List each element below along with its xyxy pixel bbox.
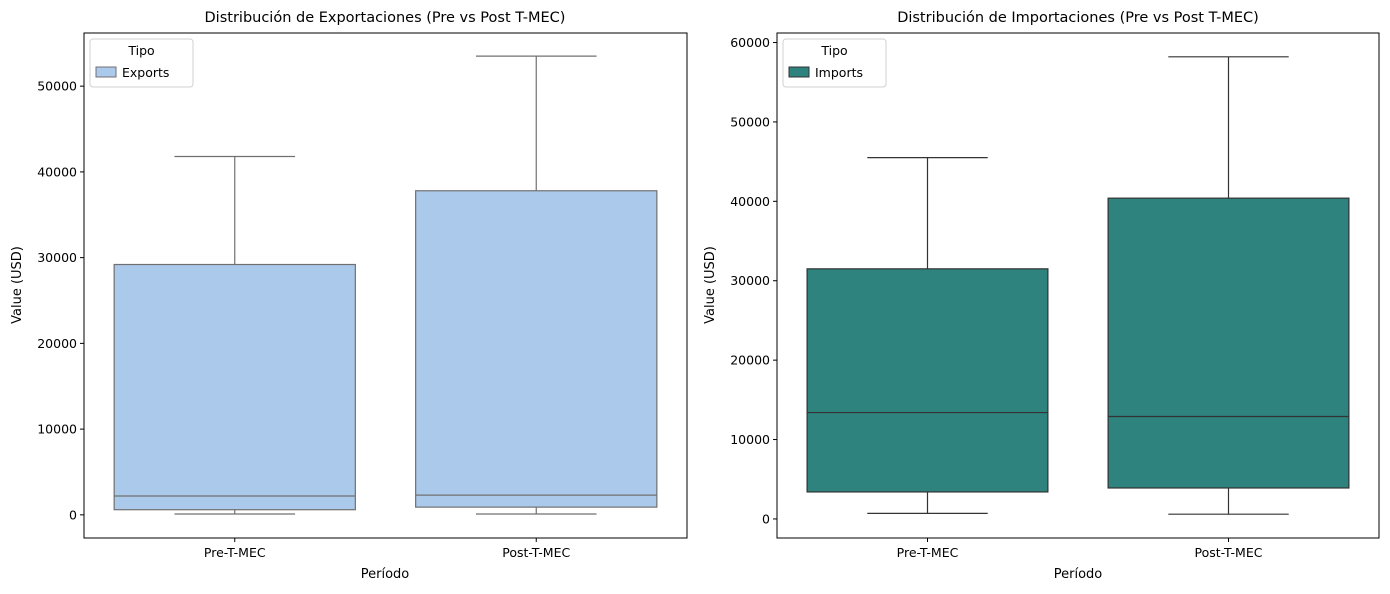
exports-panel: Distribución de Exportaciones (Pre vs Po… xyxy=(10,10,688,582)
exports-y-tick-label: 0 xyxy=(69,507,77,522)
imports-legend-title: Tipo xyxy=(820,43,847,58)
imports-y-tick-label: 30000 xyxy=(730,273,770,288)
imports-box xyxy=(1107,197,1350,489)
exports-y-tick-label: 30000 xyxy=(37,250,77,265)
exports-legend-swatch xyxy=(95,66,117,78)
imports-box xyxy=(806,268,1049,493)
imports-y-tick-label: 20000 xyxy=(730,353,770,368)
exports-y-tick-label: 20000 xyxy=(37,336,77,351)
exports-y-tick-label: 40000 xyxy=(37,164,77,179)
exports-legend-entry: Exports xyxy=(122,65,169,80)
exports-legend: Tipo Exports xyxy=(89,38,194,88)
imports-x-tick-label: Post-T-MEC xyxy=(1195,545,1263,560)
imports-panel: Distribución de Importaciones (Pre vs Po… xyxy=(703,10,1380,582)
imports-y-tick-label: 50000 xyxy=(730,114,770,129)
exports-chart-title: Distribución de Exportaciones (Pre vs Po… xyxy=(205,10,566,26)
imports-legend-entry: Imports xyxy=(815,65,863,80)
imports-plot-area: 0 10000 20000 30000 40000 50000 60000 Pre-T-MEC… xyxy=(730,32,1380,560)
imports-y-tick-label: 10000 xyxy=(730,432,770,447)
imports-x-axis-label: Período xyxy=(1054,567,1103,582)
imports-legend-swatch xyxy=(788,66,810,78)
exports-x-axis-label: Período xyxy=(361,567,410,582)
imports-chart-title: Distribución de Importaciones (Pre vs Po… xyxy=(897,10,1259,26)
exports-box xyxy=(113,263,356,511)
exports-x-tick-label: Pre-T-MEC xyxy=(204,545,266,560)
exports-box xyxy=(415,190,658,508)
exports-y-tick-label: 50000 xyxy=(37,79,77,94)
imports-y-tick-label: 60000 xyxy=(730,35,770,50)
exports-plot-area: 0 10000 20000 30000 40000 50000 Pre-T-MEC Post-… xyxy=(37,32,688,560)
imports-y-tick-label: 40000 xyxy=(730,194,770,209)
imports-legend: Tipo Imports xyxy=(782,38,887,88)
exports-y-axis-label: Value (USD) xyxy=(10,246,25,324)
imports-y-axis-label: Value (USD) xyxy=(703,246,718,324)
imports-y-tick-label: 0 xyxy=(762,511,770,526)
exports-x-tick-label: Post-T-MEC xyxy=(502,545,570,560)
exports-y-tick-label: 10000 xyxy=(37,422,77,437)
imports-x-tick-label: Pre-T-MEC xyxy=(897,545,959,560)
exports-legend-title: Tipo xyxy=(127,43,154,58)
